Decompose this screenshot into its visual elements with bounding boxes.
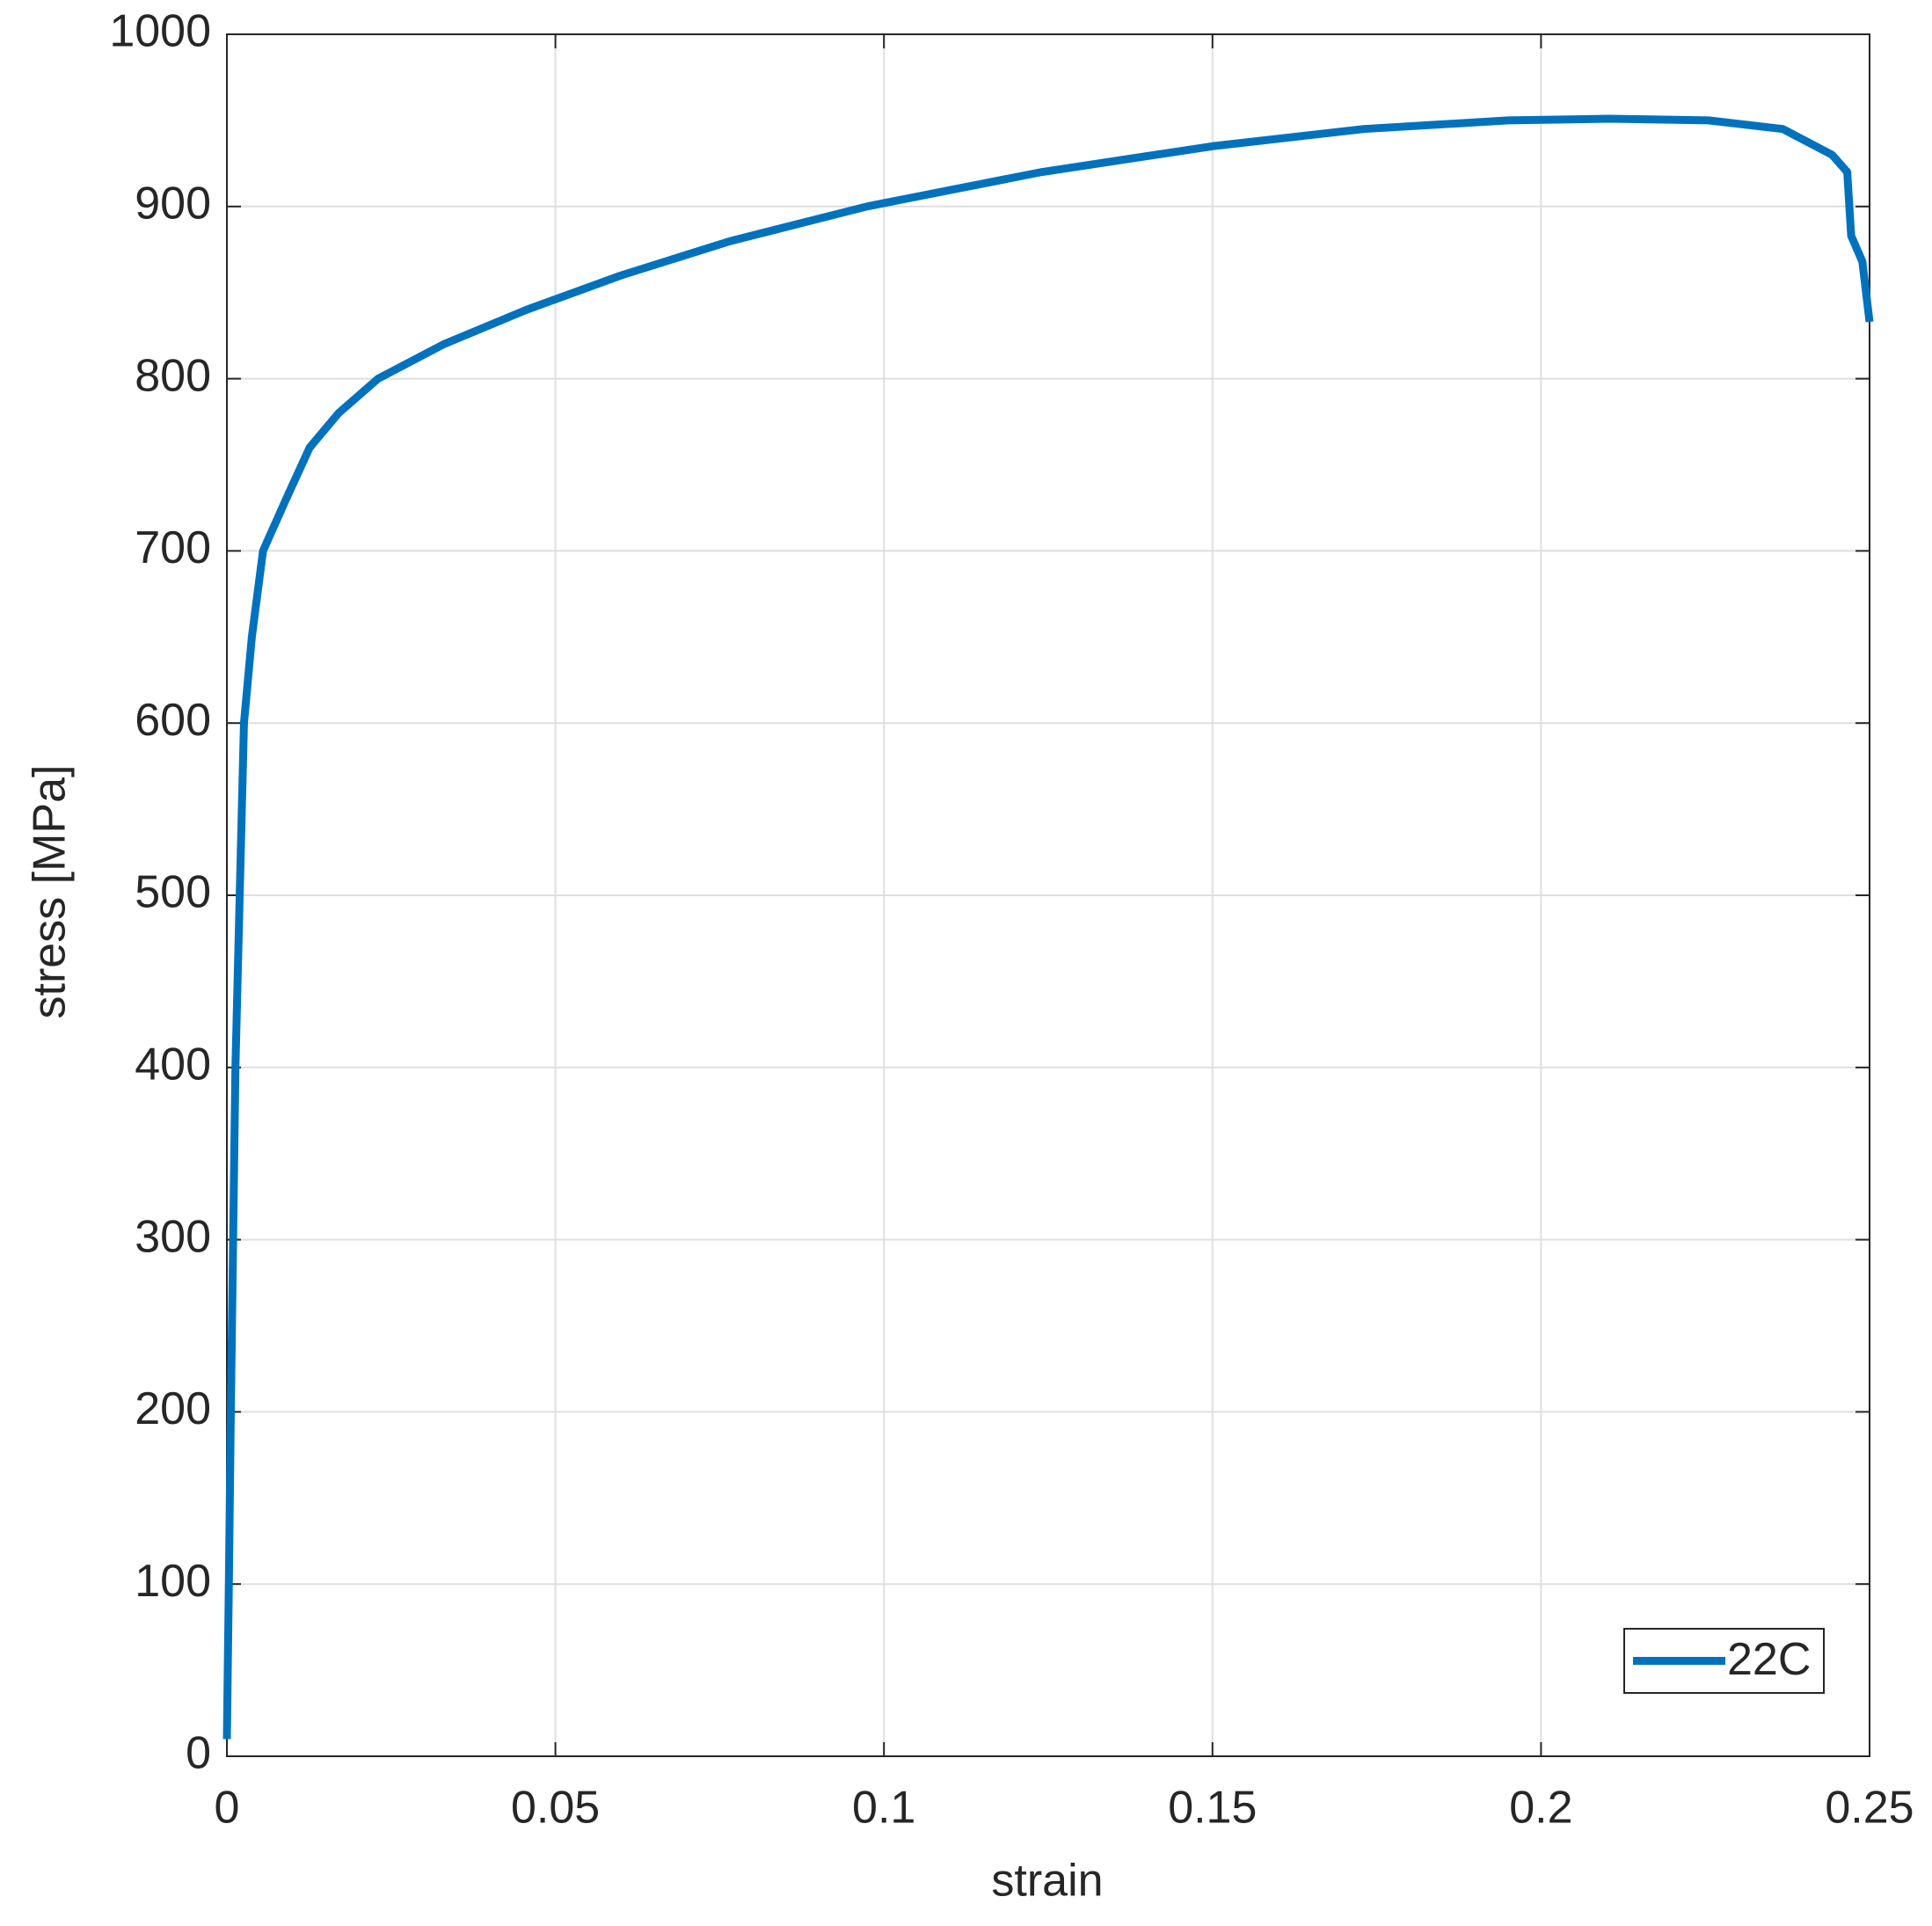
x-tick-label: 0.25 [1825,1783,1914,1834]
y-tick-label: 200 [135,1383,211,1434]
y-tick-label: 0 [186,1728,211,1779]
y-tick-label: 800 [135,350,211,401]
x-tick-label: 0.05 [511,1783,600,1834]
line [222,114,1874,1740]
x-tick-label: 0.2 [1509,1783,1572,1834]
y-tick-label: 300 [135,1211,211,1262]
y-axis-label: stress [MPa] [25,765,76,1019]
axes-box [226,33,1870,1757]
y-tick-label: 500 [135,867,211,918]
y-tick-label: 100 [135,1556,211,1607]
y-tick-label: 700 [135,522,211,573]
y-tick-label: 1000 [109,6,211,57]
x-axis-label: strain [991,1856,1103,1907]
x-tick-label: 0.15 [1168,1783,1257,1834]
x-tick-label: 0.1 [852,1783,915,1834]
y-tick-label: 400 [135,1040,211,1091]
legend-label: 22C [1727,1634,1811,1685]
x-tick-label: 0 [215,1783,240,1834]
y-tick-label: 900 [135,179,211,230]
y-tick-label: 600 [135,695,211,746]
